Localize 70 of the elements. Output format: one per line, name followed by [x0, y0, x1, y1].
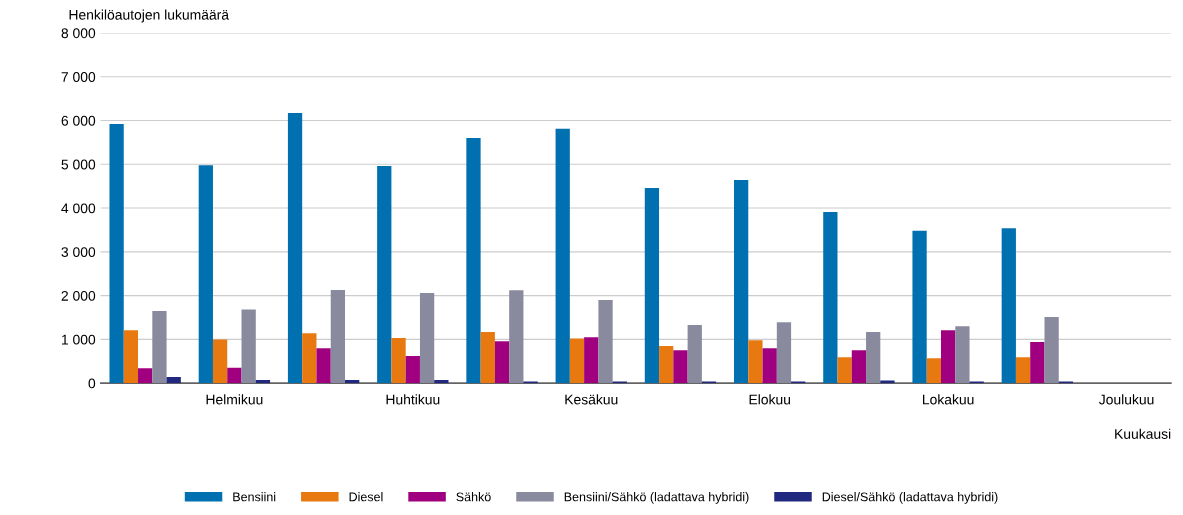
bar: [480, 331, 495, 384]
x-tick-label: Helmikuu: [206, 394, 263, 405]
bar: [687, 324, 702, 384]
legend-label: Bensiini: [233, 492, 276, 502]
bar: [345, 380, 360, 384]
bar: [302, 333, 317, 384]
bar: [569, 338, 585, 384]
bar: [138, 368, 153, 384]
y-tick-label: 4 000: [61, 203, 96, 214]
bar: [509, 290, 524, 384]
bar: [837, 357, 852, 384]
y-axis-title: Henkilöautojen lukumäärä: [69, 9, 230, 23]
bar: [419, 292, 435, 384]
y-tick-label: 0: [88, 378, 96, 389]
x-tick-label: Elokuu: [749, 394, 790, 405]
bar: [255, 380, 271, 384]
y-tick-label: 1 000: [62, 334, 96, 345]
legend-label: Sähkö: [456, 492, 491, 502]
bar: [734, 180, 749, 384]
bar: [1001, 228, 1016, 384]
bar: [659, 345, 674, 384]
bar: [287, 113, 303, 384]
bar: [1044, 317, 1059, 384]
y-tick-label: 7 000: [61, 72, 96, 82]
bar: [330, 289, 346, 384]
bar: [166, 377, 181, 384]
bar: [926, 358, 941, 384]
bar: [955, 326, 970, 384]
legend-label: Bensiini/Sähkö (ladattava hybridi): [564, 492, 749, 504]
y-tick-label: 3 000: [61, 247, 96, 257]
x-tick-label: Joulukuu: [1098, 394, 1154, 405]
bar: [212, 339, 228, 384]
x-tick-label: Lokakuu: [923, 394, 974, 405]
bar: [1030, 342, 1045, 384]
bar: [434, 380, 449, 384]
y-tick-label: 6 000: [61, 115, 96, 126]
bar: [391, 338, 406, 384]
legend-label: Diesel/Sähkö (ladattava hybridi): [822, 492, 998, 504]
bar: [109, 124, 124, 384]
bar: [776, 322, 792, 384]
bar: [584, 337, 599, 384]
bar: [598, 299, 613, 384]
bar: [940, 330, 956, 384]
x-axis-title: Kuukausi: [1115, 428, 1171, 439]
bar: [405, 356, 420, 384]
bar: [823, 212, 838, 384]
bar: [198, 165, 213, 384]
bar: [316, 348, 331, 384]
bar: [377, 166, 392, 384]
bar: [851, 350, 867, 384]
bar: [494, 341, 510, 384]
bar: [152, 310, 167, 384]
bar: [466, 138, 481, 384]
bar: [762, 348, 777, 384]
y-tick-label: 8 000: [61, 28, 96, 39]
bar: [241, 309, 256, 384]
bar: [227, 367, 242, 384]
bar: [866, 331, 881, 384]
bar: [912, 230, 927, 384]
x-tick-label: Huhtikuu: [386, 394, 440, 405]
bar: [644, 187, 660, 384]
legend-label: Diesel: [349, 492, 383, 502]
bar: [673, 350, 688, 384]
bar: [748, 340, 763, 384]
bar: [555, 128, 570, 384]
bar: [1015, 357, 1031, 384]
y-tick-label: 2 000: [61, 290, 96, 301]
bar: [123, 330, 139, 384]
x-tick-label: Kesäkuu: [565, 394, 618, 405]
y-tick-label: 5 000: [61, 159, 96, 170]
